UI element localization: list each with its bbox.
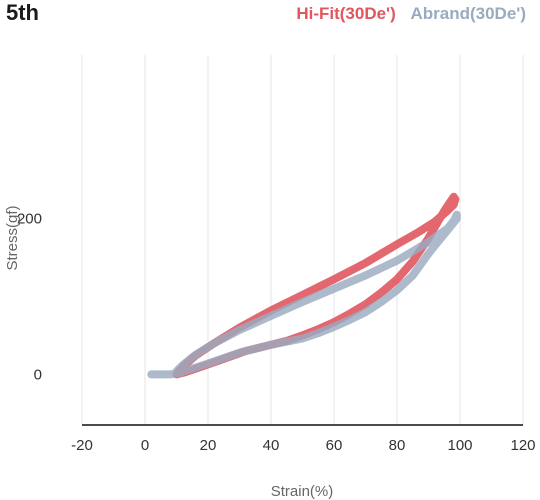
y-tick-label: 200 xyxy=(17,211,42,228)
x-tick-label: 40 xyxy=(263,437,280,454)
x-tick-label: 120 xyxy=(510,437,535,454)
y-axis-label: Stress(gf) xyxy=(4,205,21,270)
x-tick-label: 100 xyxy=(447,437,472,454)
series-line-abrand xyxy=(147,210,461,379)
x-tick-label: 60 xyxy=(326,437,343,454)
y-tick-labels: 0 200 xyxy=(17,211,42,384)
y-tick-label: 0 xyxy=(34,366,42,383)
x-tick-label: 0 xyxy=(141,437,149,454)
legend-entry-hifit: Hi-Fit(30De') xyxy=(296,4,396,23)
x-tick-label: -20 xyxy=(71,437,93,454)
chart-title: 5th xyxy=(6,0,39,25)
series-line-hifit xyxy=(172,192,460,379)
x-tick-label: 20 xyxy=(200,437,217,454)
legend-entry-abrand: Abrand(30De') xyxy=(410,4,526,23)
series-group xyxy=(147,192,461,379)
grid-lines xyxy=(81,55,524,425)
x-tick-label: 80 xyxy=(389,437,406,454)
x-axis-label: Strain(%) xyxy=(271,483,334,500)
legend: Hi-Fit(30De') Abrand(30De') xyxy=(286,4,526,24)
x-tick-labels: -20 0 20 40 60 80 100 120 xyxy=(71,437,535,454)
